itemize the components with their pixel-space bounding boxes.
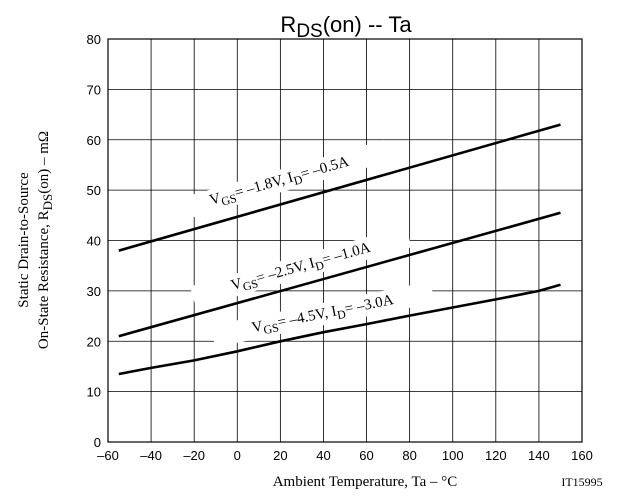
x-tick-label: 100 xyxy=(442,448,464,463)
svg-text:Static Drain-to-Source: Static Drain-to-Source xyxy=(16,172,32,308)
y-tick-labels: 0 10 20 30 40 50 60 70 80 xyxy=(87,32,101,450)
x-tick-label: 0 xyxy=(234,448,241,463)
x-tick-label: –20 xyxy=(183,448,205,463)
y-tick-label: 20 xyxy=(87,334,101,349)
y-tick-label: 60 xyxy=(87,133,101,148)
x-tick-label: –40 xyxy=(140,448,162,463)
y-tick-label: 70 xyxy=(87,82,101,97)
y-tick-label: 30 xyxy=(87,284,101,299)
series-label-2: VGS= –2.5V, ID= –1.0A xyxy=(189,226,412,308)
grid xyxy=(107,38,583,443)
x-tick-label: –60 xyxy=(97,448,119,463)
x-tick-label: 140 xyxy=(528,448,550,463)
x-tick-label: 20 xyxy=(273,448,287,463)
x-axis-label: Ambient Temperature, Ta – °C xyxy=(273,474,458,490)
chart-title: RDS(on) -- Ta xyxy=(280,12,412,42)
series-label-text: VGS= –2.5V, ID= –1.0A xyxy=(229,240,373,297)
y-tick-label: 50 xyxy=(87,183,101,198)
y-tick-label: 40 xyxy=(87,234,101,249)
figure-code: IT15995 xyxy=(561,475,602,489)
x-tick-labels: –60 –40 –20 0 20 40 60 80 100 120 140 160 xyxy=(97,448,593,463)
series-lines xyxy=(118,123,561,376)
plot-frame xyxy=(107,38,583,443)
series-label-3: VGS= –4.5V, ID= –3.0A xyxy=(210,281,435,348)
series-line-1 xyxy=(118,123,561,252)
y-axis-label: Static Drain-to-Source On-State Resistan… xyxy=(16,131,55,349)
y-tick-label: 0 xyxy=(94,435,101,450)
series-label-background xyxy=(210,281,435,348)
x-tick-label: 160 xyxy=(571,448,593,463)
svg-text:On-State Resistance, RDS(on): On-State Resistance, RDS(on) – mΩ xyxy=(36,131,55,349)
x-tick-label: 60 xyxy=(359,448,373,463)
series-line-2 xyxy=(118,211,561,338)
series-label-background xyxy=(189,226,412,308)
series-label-1: VGS= –1.8V, ID= –0.5A xyxy=(168,139,391,223)
x-tick-label: 40 xyxy=(316,448,330,463)
x-tick-label: 120 xyxy=(485,448,507,463)
series-label-background xyxy=(168,139,391,223)
x-tick-label: 80 xyxy=(402,448,416,463)
y-tick-label: 10 xyxy=(87,385,101,400)
y-tick-label: 80 xyxy=(87,32,101,47)
series-line-3 xyxy=(118,283,561,376)
series-label-text: VGS= –1.8V, ID= –0.5A xyxy=(208,154,352,212)
series-labels: VGS= –1.8V, ID= –0.5A VGS= –2.5V, ID= –1.… xyxy=(168,139,435,348)
